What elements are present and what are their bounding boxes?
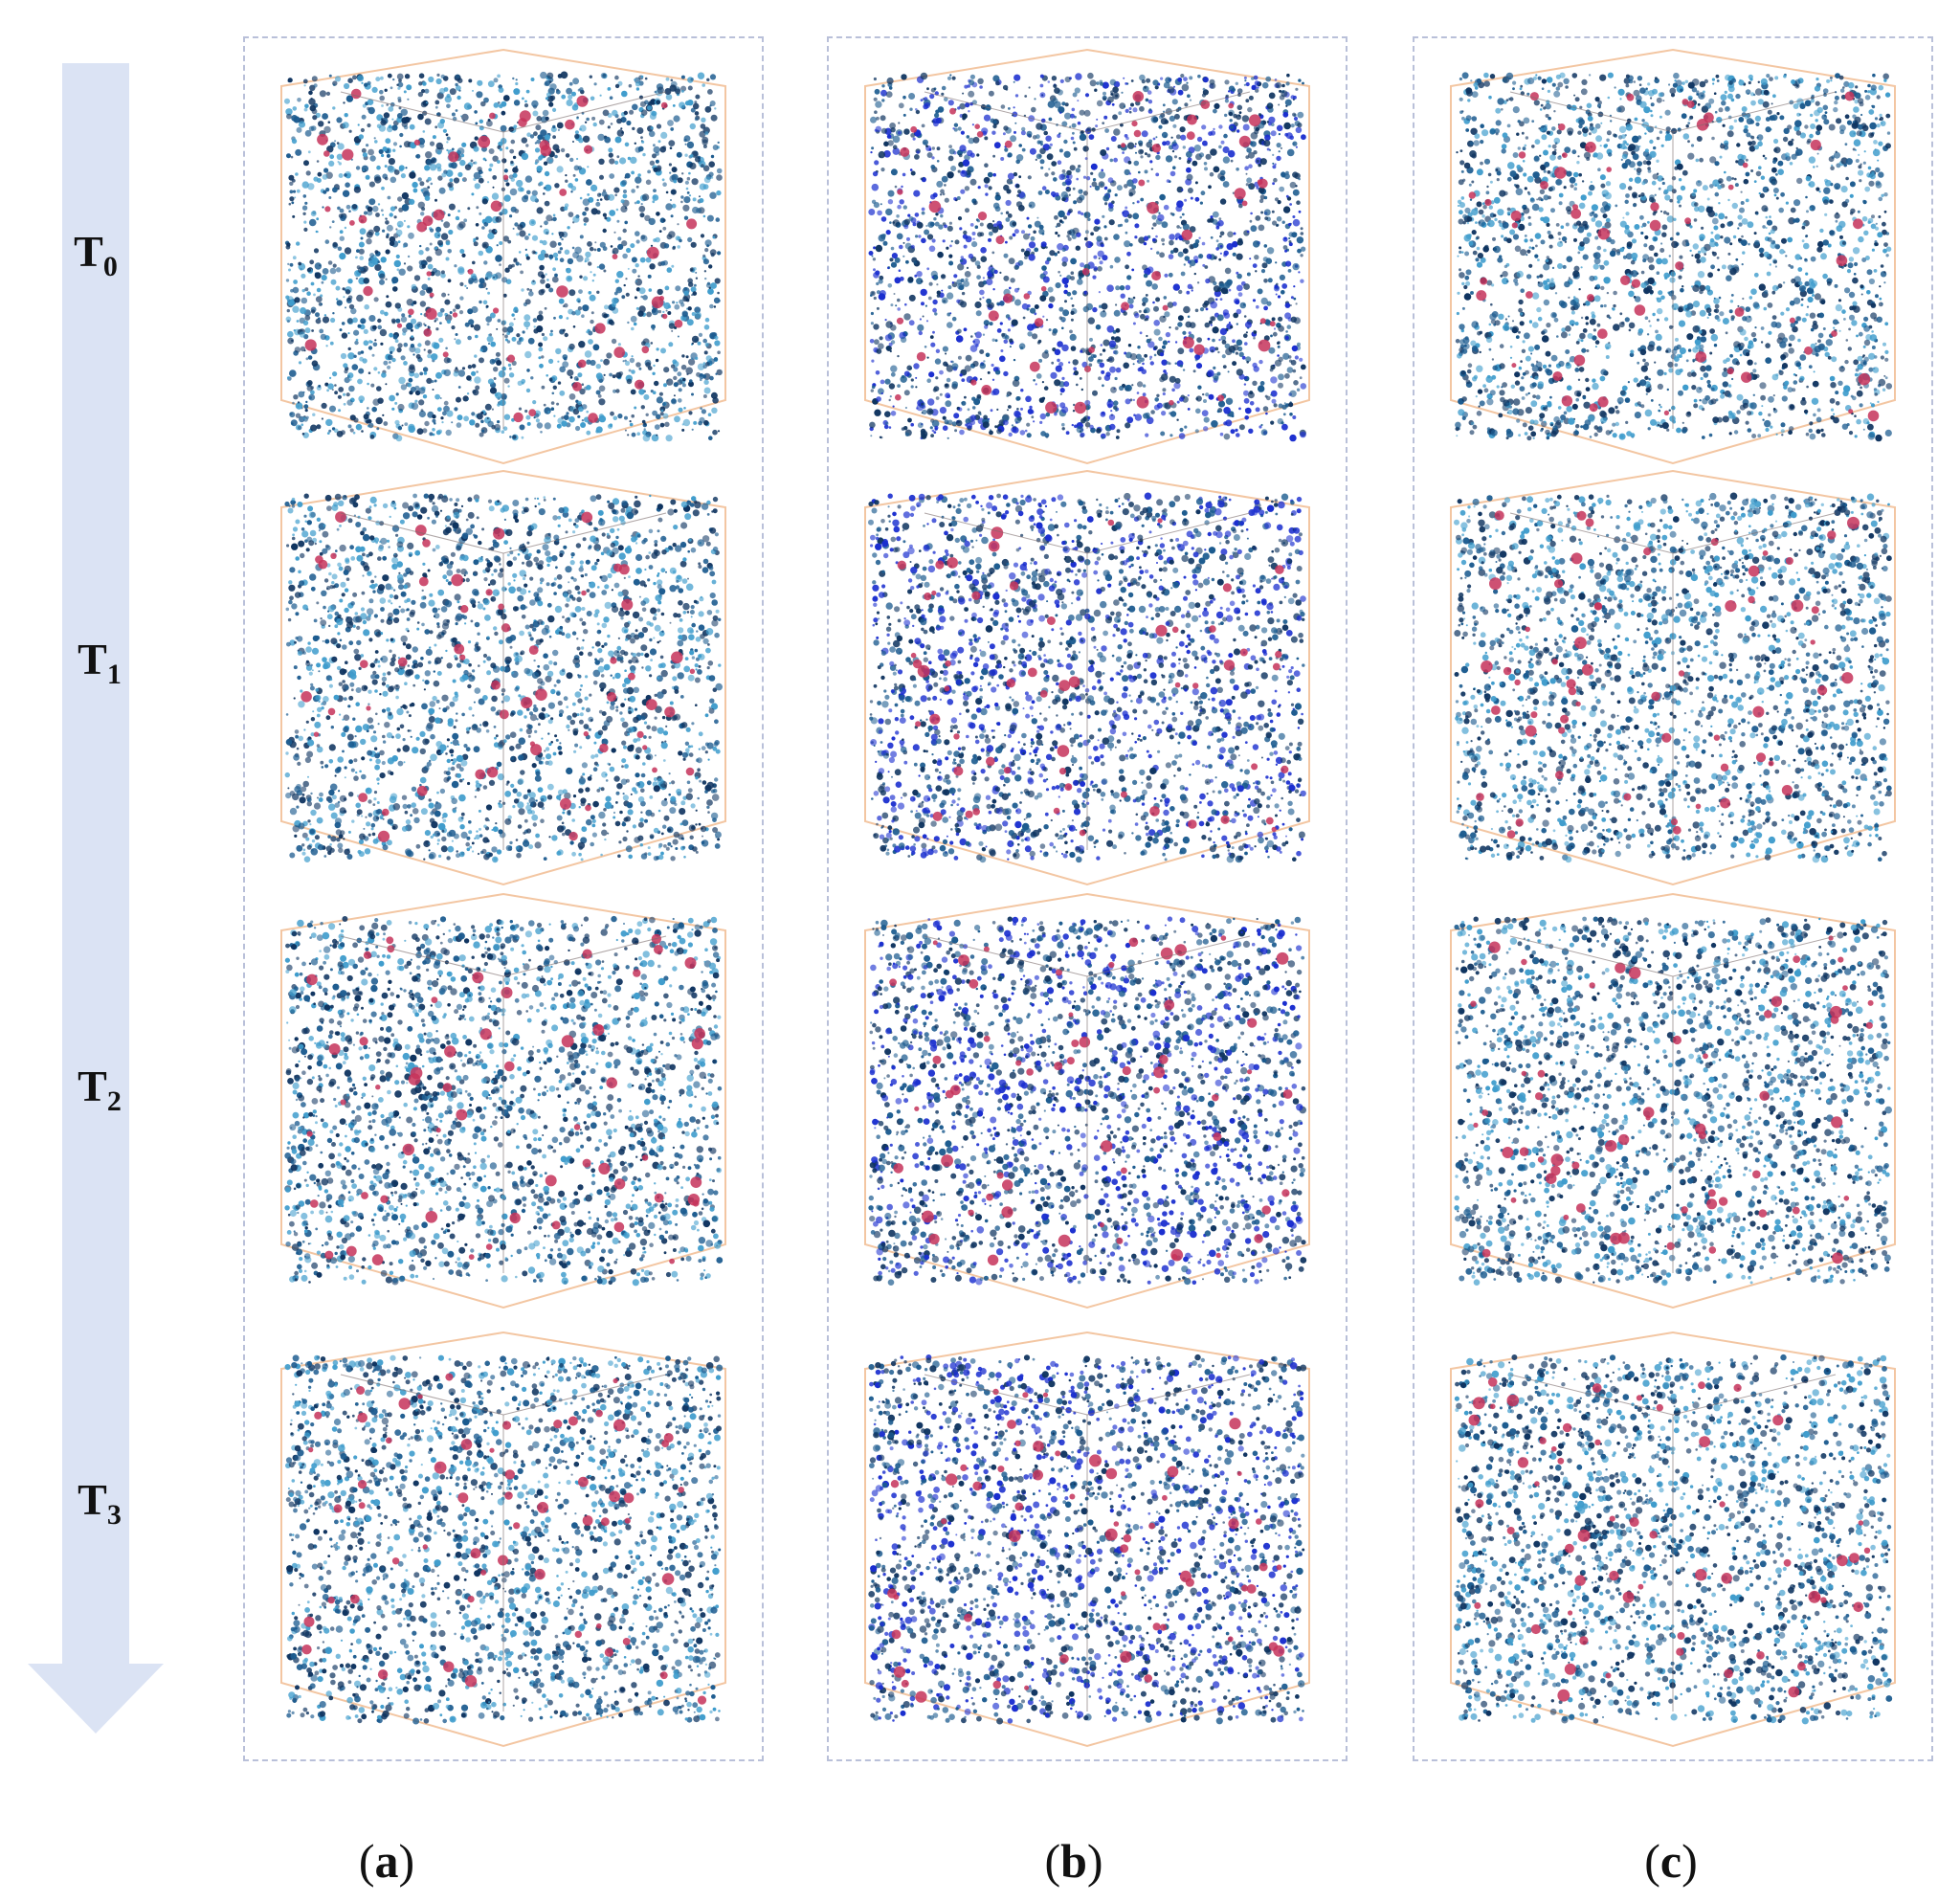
time-label-t0: T0 — [29, 226, 163, 283]
pore-cube-a-t1 — [280, 469, 726, 886]
pore-cube-a-t3 — [280, 1331, 726, 1748]
pore-cube-b-t3 — [864, 1331, 1310, 1748]
pore-cube-c-t3 — [1450, 1331, 1896, 1748]
pore-cube-a-t2 — [280, 892, 726, 1309]
pore-cube-c-t1 — [1450, 469, 1896, 886]
column-label-a: (a) — [291, 1833, 482, 1889]
time-direction-arrow — [28, 63, 164, 1734]
column-box-c — [1413, 36, 1933, 1761]
time-label-t1: T1 — [33, 634, 167, 691]
column-box-b — [827, 36, 1348, 1761]
pore-cube-a-t0 — [280, 48, 726, 465]
time-label-t3: T3 — [33, 1474, 167, 1532]
time-label-t2: T2 — [33, 1061, 167, 1118]
pore-cube-b-t1 — [864, 469, 1310, 886]
pore-cube-c-t0 — [1450, 48, 1896, 465]
column-box-a — [243, 36, 764, 1761]
column-label-b: (b) — [978, 1833, 1169, 1889]
pore-cube-b-t2 — [864, 892, 1310, 1309]
pore-cube-b-t0 — [864, 48, 1310, 465]
pore-cube-c-t2 — [1450, 892, 1896, 1309]
column-label-c: (c) — [1575, 1833, 1767, 1889]
